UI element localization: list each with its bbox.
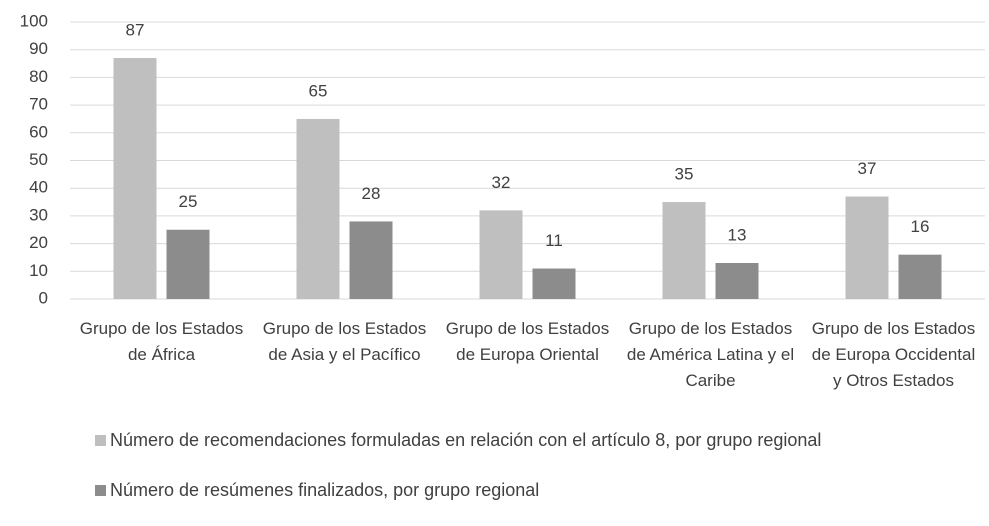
data-label: 65 (309, 81, 328, 100)
data-label: 25 (179, 192, 198, 211)
y-tick-label: 100 (20, 11, 48, 30)
data-label: 35 (675, 165, 694, 184)
y-tick-label: 80 (29, 67, 48, 86)
bar (296, 118, 340, 299)
bar (845, 196, 889, 299)
legend-swatch (95, 485, 106, 496)
legend-label: Número de recomendaciones formuladas en … (110, 430, 821, 450)
y-tick-label: 20 (29, 233, 48, 252)
data-label: 28 (362, 184, 381, 203)
bar (662, 202, 706, 299)
y-tick-label: 30 (29, 205, 48, 224)
bar (479, 210, 523, 299)
x-tick-label: Grupo de los Estados de Asia y el Pacífic… (263, 319, 426, 364)
data-label: 11 (545, 231, 563, 250)
x-tick-label: Grupo de los Estados de África (80, 319, 243, 364)
x-tick-label: Grupo de los Estados de Europa Occidental… (812, 319, 976, 390)
bar (898, 254, 942, 299)
legend-label: Número de resúmenes finalizados, por gru… (110, 480, 539, 500)
data-label: 32 (492, 173, 511, 192)
y-tick-label: 50 (29, 150, 48, 169)
y-tick-label: 10 (29, 261, 48, 280)
x-tick-label: Grupo de los Estados de Europa Oriental (446, 319, 609, 364)
y-tick-label: 40 (29, 178, 48, 197)
bar (532, 268, 576, 299)
y-tick-label: 60 (29, 122, 48, 141)
y-tick-label: 90 (29, 39, 48, 58)
data-label: 37 (858, 159, 877, 178)
bar (113, 58, 157, 300)
y-tick-label: 0 (39, 288, 48, 307)
data-label: 13 (728, 225, 747, 244)
y-tick-label: 70 (29, 95, 48, 114)
bar (715, 262, 759, 299)
bar (166, 229, 210, 299)
data-label: 87 (126, 20, 145, 39)
data-label: 16 (911, 217, 930, 236)
legend-swatch (95, 435, 106, 446)
bar (349, 221, 393, 299)
x-tick-label: Grupo de los Estados de América Latina y … (627, 319, 794, 390)
